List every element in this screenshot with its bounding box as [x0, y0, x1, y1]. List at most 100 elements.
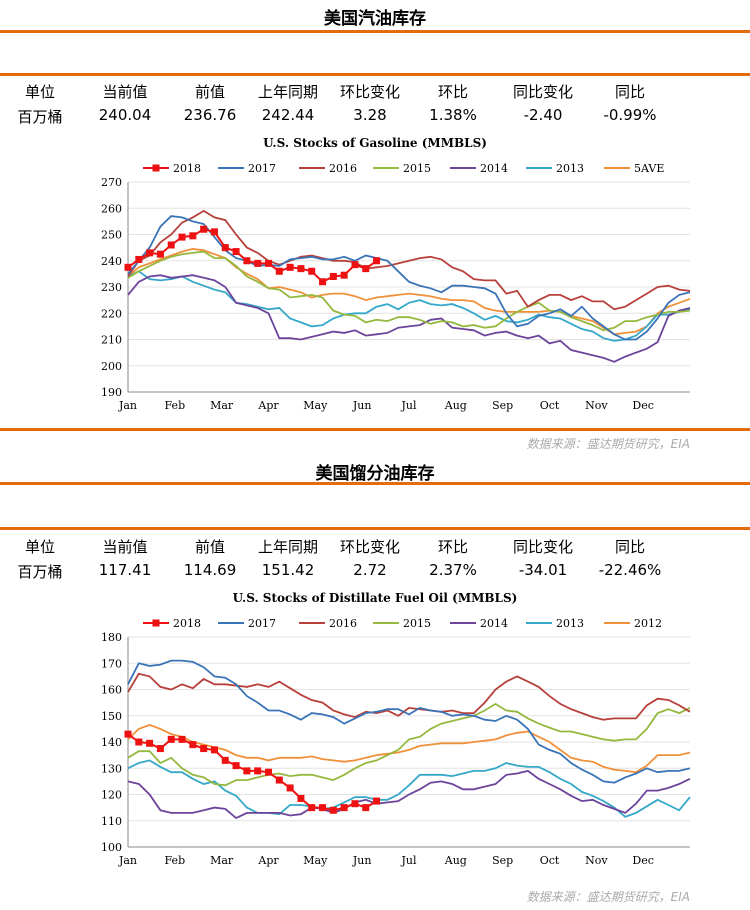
- data-point-2018: [254, 259, 262, 267]
- data-point-2018: [373, 797, 381, 805]
- section-title: 美国馏分油库存: [315, 464, 435, 484]
- x-tick-label: Aug: [444, 854, 467, 867]
- series-line-2018: [127, 733, 378, 812]
- data-point-2018: [308, 804, 316, 812]
- stats-value-yoy-change: -2.40: [523, 106, 563, 124]
- stats-header-wow-pct: 环比: [437, 538, 468, 556]
- x-tick-label: Apr: [257, 399, 279, 412]
- stats-value-current: 117.41: [98, 561, 152, 579]
- legend-label: 2016: [329, 617, 357, 630]
- data-point-2018: [178, 735, 186, 743]
- data-point-2018: [297, 265, 305, 273]
- y-tick-label: 250: [101, 229, 122, 242]
- data-point-2018: [167, 241, 175, 249]
- legend-label: 2017: [248, 162, 276, 175]
- data-point-2018: [297, 794, 305, 802]
- stats-header-yoy-pct: 同比: [614, 538, 645, 556]
- series-line-2017: [127, 659, 691, 784]
- stats-header-unit: 单位: [24, 83, 55, 101]
- series-line-2013: [127, 270, 691, 342]
- x-tick-label: Feb: [165, 399, 186, 412]
- x-tick-label: Dec: [632, 854, 654, 867]
- x-tick-label: Oct: [540, 854, 560, 867]
- stats-value-current: 240.04: [98, 106, 152, 124]
- series-line-2012: [127, 723, 691, 774]
- series-line-2018: [127, 228, 378, 284]
- data-point-2018: [329, 806, 337, 814]
- stats-value-last-year: 242.44: [261, 106, 315, 124]
- data-source-note: 数据来源：盛达期货研究，EIA: [526, 890, 690, 904]
- stats-header-unit: 单位: [24, 538, 55, 556]
- legend-label: 2013: [556, 617, 584, 630]
- legend-label: 2015: [403, 162, 431, 175]
- stats-header-yoy-change: 同比变化: [512, 83, 573, 101]
- data-point-2018: [221, 244, 229, 252]
- data-point-2018: [210, 746, 218, 754]
- y-tick-label: 120: [101, 789, 122, 802]
- y-tick-label: 240: [101, 255, 122, 268]
- data-point-2018: [275, 267, 283, 275]
- gasoline-stocks-chart: U.S. Stocks of Gasoline (MMBLS) 190 200 210…: [101, 136, 691, 412]
- x-tick-label: Aug: [444, 399, 467, 412]
- stats-header-wow-pct: 环比: [437, 83, 468, 101]
- stats-value-unit: 百万桶: [17, 108, 63, 126]
- y-tick-label: 170: [101, 657, 122, 670]
- x-tick-label: Nov: [585, 854, 608, 867]
- series-line-2014: [127, 274, 691, 363]
- x-tick-label: Oct: [540, 399, 560, 412]
- series-line-2017: [127, 215, 691, 341]
- series-line-2016: [127, 209, 691, 311]
- y-tick-label: 130: [101, 762, 122, 775]
- data-point-2018: [135, 255, 143, 263]
- section-title: 美国汽油库存: [324, 9, 426, 29]
- y-tick-label: 270: [101, 176, 122, 189]
- legend-label: 2014: [480, 617, 508, 630]
- stats-header-row: 单位 当前值 前值 上年同期 环比变化 环比 同比变化 同比: [0, 81, 750, 101]
- legend-label: 2014: [480, 162, 508, 175]
- y-tick-label: 150: [101, 710, 122, 723]
- y-tick-label: 160: [101, 684, 122, 697]
- y-tick-label: 200: [101, 360, 122, 373]
- stats-header-previous: 前值: [194, 538, 225, 556]
- legend-marker: [152, 619, 160, 627]
- chart-title: U.S. Stocks of Distillate Fuel Oil (MMBL…: [233, 591, 518, 605]
- data-point-2018: [167, 735, 175, 743]
- series-line-2013: [127, 759, 691, 818]
- x-tick-label: May: [303, 399, 328, 412]
- stats-value-wow-change: 2.72: [353, 561, 387, 579]
- series-line-2015: [127, 702, 691, 787]
- x-tick-label: Dec: [632, 399, 654, 412]
- legend-label: 2017: [248, 617, 276, 630]
- x-tick-label: Sep: [492, 399, 513, 412]
- data-point-2018: [329, 273, 337, 280]
- data-point-2018: [156, 250, 164, 258]
- stats-header-wow-change: 环比变化: [339, 83, 400, 101]
- y-tick-label: 190: [101, 386, 122, 399]
- data-point-2018: [373, 257, 381, 265]
- stats-header-current: 当前值: [102, 83, 148, 101]
- data-point-2018: [178, 233, 186, 241]
- stats-header-wow-change: 环比变化: [339, 538, 400, 556]
- divider: [0, 30, 750, 33]
- stats-value-wow-pct: 1.38%: [429, 106, 477, 124]
- data-point-2018: [340, 271, 348, 279]
- stats-header-row: 单位 当前值 前值 上年同期 环比变化 环比 同比变化 同比: [0, 536, 750, 556]
- x-tick-label: Apr: [257, 854, 279, 867]
- series-line-2014: [127, 769, 691, 820]
- stats-value-unit: 百万桶: [17, 563, 63, 581]
- x-tick-label: Feb: [165, 854, 186, 867]
- stats-value-last-year: 151.42: [261, 561, 315, 579]
- chart-title: U.S. Stocks of Gasoline (MMBLS): [263, 136, 487, 150]
- stats-header-current: 当前值: [102, 538, 148, 556]
- y-tick-label: 100: [101, 841, 122, 854]
- legend-label: 5AVE: [634, 162, 664, 175]
- legend-label: 2016: [329, 162, 357, 175]
- data-point-2018: [362, 804, 370, 812]
- gasoline-section: 美国汽油库存 单位 当前值 前值 上年同期 环比变化 环比 同比变化 同比 百万…: [0, 9, 750, 451]
- distillate-section: 美国馏分油库存 单位 当前值 前值 上年同期 环比变化 环比 同比变化 同比 百…: [0, 455, 750, 910]
- data-point-2018: [200, 225, 208, 233]
- x-tick-label: May: [303, 854, 328, 867]
- data-point-2018: [308, 267, 316, 275]
- distillate-stocks-chart: U.S. Stocks of Distillate Fuel Oil (MMBL…: [101, 591, 691, 867]
- y-tick-label: 260: [101, 202, 122, 215]
